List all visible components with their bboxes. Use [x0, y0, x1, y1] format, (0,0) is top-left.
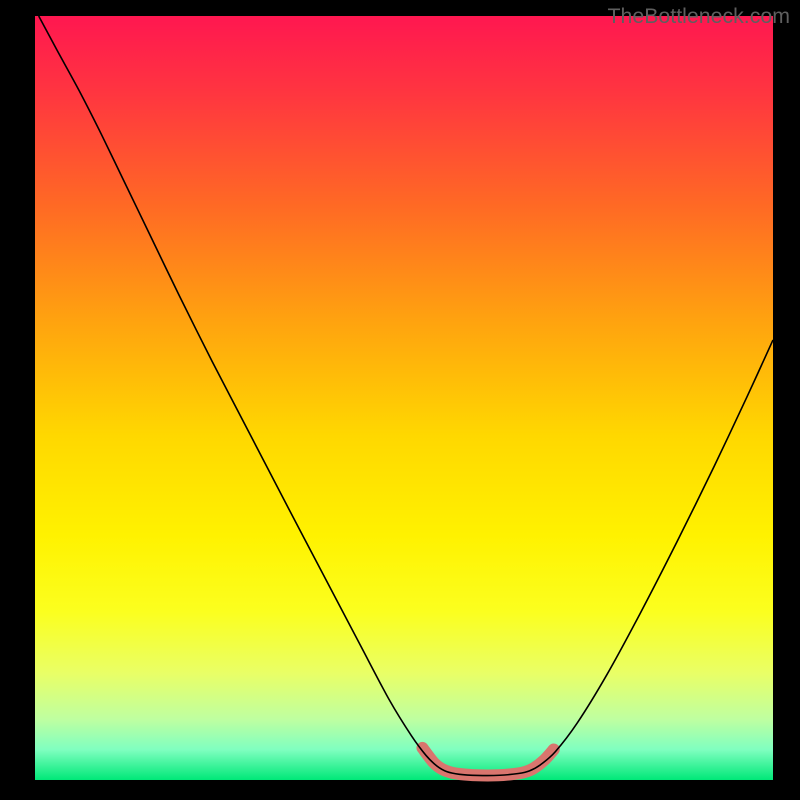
watermark-label: TheBottleneck.com	[607, 4, 790, 29]
chart-root: TheBottleneck.com	[0, 0, 800, 800]
gradient-plot-background	[35, 16, 773, 780]
bottleneck-chart	[0, 0, 800, 800]
